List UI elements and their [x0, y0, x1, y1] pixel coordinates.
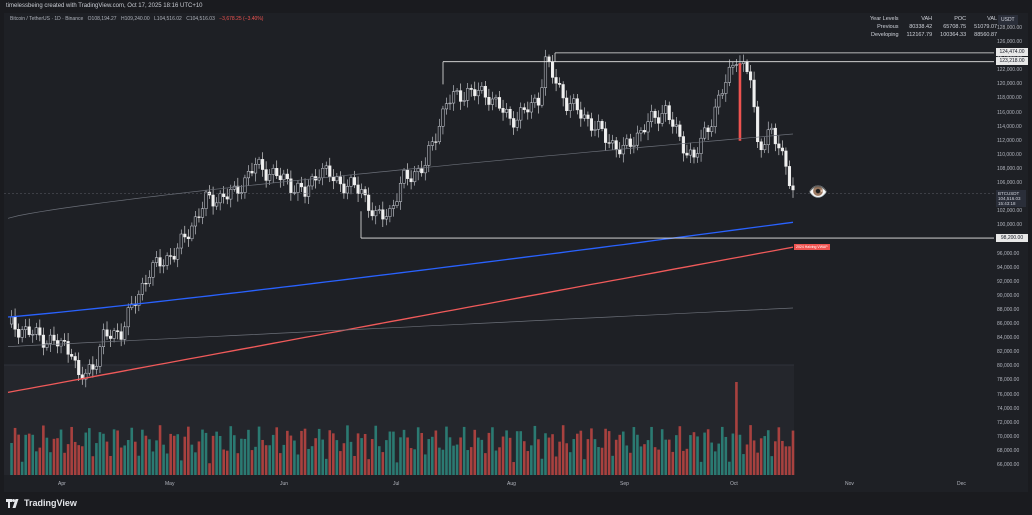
badge-countdown: 15:43:18: [998, 201, 1016, 206]
price-tick: 114,000.00: [997, 123, 1022, 130]
profile-cell: 100364.33: [940, 32, 967, 38]
ohlc-change: −3,678.25 (−3.40%): [219, 16, 264, 22]
profile-cell: 112167.79: [906, 32, 933, 38]
price-tick: 84,000.00: [997, 335, 1020, 342]
price-tick: 108,000.00: [997, 165, 1023, 172]
price-tick: 122,000.00: [997, 67, 1023, 74]
price-tick: 118,000.00: [997, 95, 1022, 102]
price-tick: 70,000.00: [997, 433, 1020, 440]
symbol-info: Bitcoin / TetherUS · 1D · Binance O108,1…: [10, 16, 266, 22]
price-tick: 116,000.00: [997, 109, 1022, 116]
time-tick: Nov: [845, 481, 854, 487]
tradingview-brand-text: TradingView: [24, 498, 77, 508]
price-tick: 110,000.00: [997, 151, 1022, 158]
price-tick: 74,000.00: [997, 405, 1020, 412]
price-tick: 78,000.00: [997, 377, 1020, 384]
price-tick: 86,000.00: [997, 321, 1020, 328]
price-tick: 128,000.00: [997, 25, 1023, 31]
time-tick: Sep: [620, 481, 629, 487]
profile-cell: 65708.75: [943, 24, 967, 30]
badge-last-price: 104,516.03: [998, 196, 1021, 201]
currency-label[interactable]: USDT: [998, 15, 1018, 25]
price-tick: 106,000.00: [997, 180, 1023, 187]
time-tick: Apr: [58, 481, 66, 487]
tradingview-logo-icon: [6, 498, 19, 508]
eye-icon: 👁️: [808, 184, 828, 201]
profile-cell: 88560.87: [974, 32, 998, 38]
halving-vwap-tag: 2024 Halving VWAP: [794, 244, 830, 250]
profile-row-label: Developing: [871, 32, 899, 38]
profile-header-poc: POC: [954, 16, 967, 22]
price-tick: 76,000.00: [997, 391, 1020, 398]
watermark-bar: timelessbeing created with TradingView.c…: [0, 0, 1032, 12]
time-tick: Dec: [957, 481, 966, 487]
price-tick: 88,000.00: [997, 306, 1020, 313]
level-label-98200: 98,200.00: [996, 234, 1028, 242]
price-tick: 80,000.00: [997, 363, 1020, 370]
price-tick: 126,000.00: [997, 39, 1023, 46]
price-tick: 92,000.00: [997, 278, 1020, 285]
price-tick: 102,000.00: [997, 208, 1023, 215]
profile-header-val: VAL: [987, 16, 998, 22]
price-tick: 90,000.00: [997, 292, 1020, 299]
price-tick: 68,000.00: [997, 447, 1020, 454]
price-tick: 66,000.00: [997, 462, 1020, 468]
price-tick: 94,000.00: [997, 264, 1020, 271]
time-tick: Aug: [507, 481, 516, 487]
footer-bar: TradingView: [0, 492, 1032, 515]
watermark-text: timelessbeing created with TradingView.c…: [6, 3, 203, 9]
time-tick: May: [165, 481, 175, 487]
profile-header-vah: VAH: [921, 16, 933, 22]
price-tick: 72,000.00: [997, 419, 1020, 426]
time-axis[interactable]: Apr May Jun Jul Aug Sep Oct Nov Dec: [4, 479, 994, 491]
year-levels-table: Year Levels VAH POC VAL Previous 80338.4…: [866, 15, 1001, 39]
price-tick: 112,000.00: [997, 137, 1022, 144]
volume-pane: [4, 365, 794, 475]
ohlc-low: L104,516.02: [154, 16, 182, 22]
profile-header-title: Year Levels: [870, 16, 899, 22]
ohlc-open: O108,194.27: [87, 16, 117, 22]
price-tick: 124,000.00: [994, 53, 1028, 59]
time-tick: Jun: [280, 481, 289, 487]
price-tick: 82,000.00: [997, 349, 1020, 356]
time-tick: Jul: [393, 481, 400, 487]
tradingview-logo[interactable]: TradingView: [6, 498, 77, 508]
profile-cell: 80338.42: [909, 24, 933, 30]
profile-cell: 51079.07: [974, 24, 998, 30]
time-tick: Oct: [730, 481, 738, 487]
level-label-124474: 124,474.00: [996, 48, 1028, 56]
symbol-price-badge: BTCUSDT 104,516.03 15:43:18: [996, 190, 1026, 207]
symbol-name: Bitcoin / TetherUS · 1D · Binance: [10, 16, 84, 22]
profile-row-label: Previous: [877, 24, 899, 30]
price-tick: 96,000.00: [997, 250, 1020, 257]
price-tick: 100,000.00: [997, 222, 1023, 229]
price-axis[interactable]: 128,000.00 126,000.00 124,000.00 122,000.00…: [994, 13, 1028, 479]
badge-symbol: BTCUSDT: [998, 191, 1020, 196]
ohlc-close: C104,516.03: [186, 16, 215, 22]
ohlc-high: H109,240.00: [120, 16, 150, 22]
price-tick: 120,000.00: [997, 81, 1023, 88]
level-label-123218: 123,218.00: [996, 57, 1028, 65]
